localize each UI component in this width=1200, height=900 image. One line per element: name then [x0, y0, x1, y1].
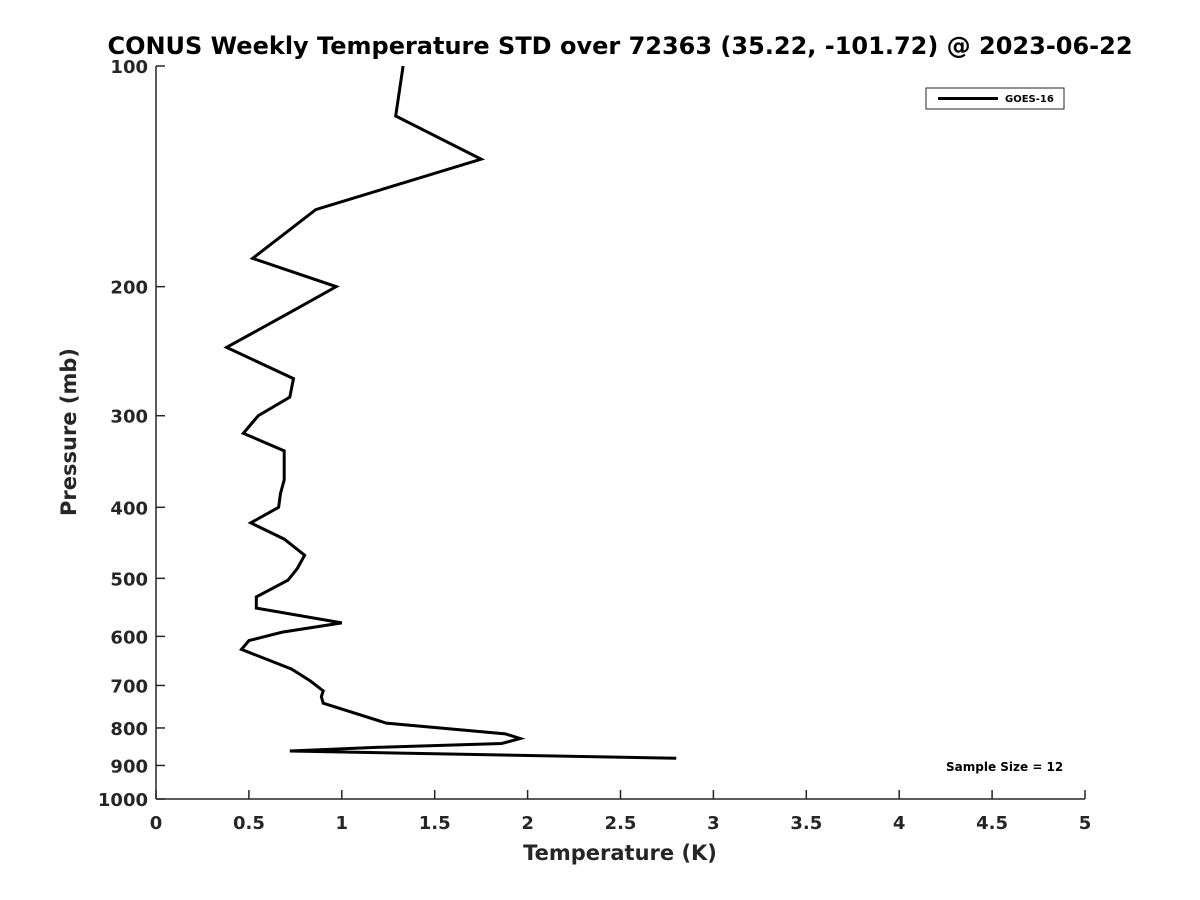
x-tick-label: 1.5: [419, 813, 451, 834]
y-tick-label: 700: [110, 676, 148, 697]
legend-label-goes-16: GOES-16: [1005, 94, 1054, 105]
y-tick-label: 900: [110, 756, 148, 777]
y-axis-label: Pressure (mb): [57, 348, 81, 516]
y-tick-label: 600: [110, 627, 148, 648]
x-axis-label: Temperature (K): [523, 841, 717, 865]
x-tick-label: 5: [1079, 813, 1092, 834]
y-tick-label: 100: [110, 57, 148, 78]
x-tick-label: 2.5: [605, 813, 637, 834]
y-tick-label: 1000: [98, 790, 148, 811]
x-tick-label: 0: [150, 813, 163, 834]
y-tick-label: 200: [110, 278, 148, 299]
sample-size-annotation: Sample Size = 12: [946, 760, 1063, 774]
x-tick-label: 2: [521, 813, 534, 834]
y-tick-label: 400: [110, 498, 148, 519]
x-tick-label: 4: [893, 813, 906, 834]
series-layer: [223, 65, 677, 760]
x-tick-label: 4.5: [976, 813, 1008, 834]
y-tick-label: 800: [110, 719, 148, 740]
x-tick-label: 3.5: [790, 813, 822, 834]
legend: GOES-16: [925, 87, 1065, 110]
x-ticks: 0 0.5 1 1.5 2 2.5 3 3.5 4 4.5 5: [150, 790, 1092, 834]
x-tick-label: 0.5: [233, 813, 265, 834]
series-line-goes-16: [223, 65, 677, 760]
axes-box: [156, 66, 1085, 799]
y-ticks: 100 200 300 400 500 600 700 800 900 1000: [98, 57, 165, 811]
chart-title: CONUS Weekly Temperature STD over 72363 …: [107, 32, 1132, 60]
x-tick-label: 3: [707, 813, 720, 834]
y-tick-label: 300: [110, 407, 148, 428]
x-tick-label: 1: [336, 813, 349, 834]
y-tick-label: 500: [110, 569, 148, 590]
